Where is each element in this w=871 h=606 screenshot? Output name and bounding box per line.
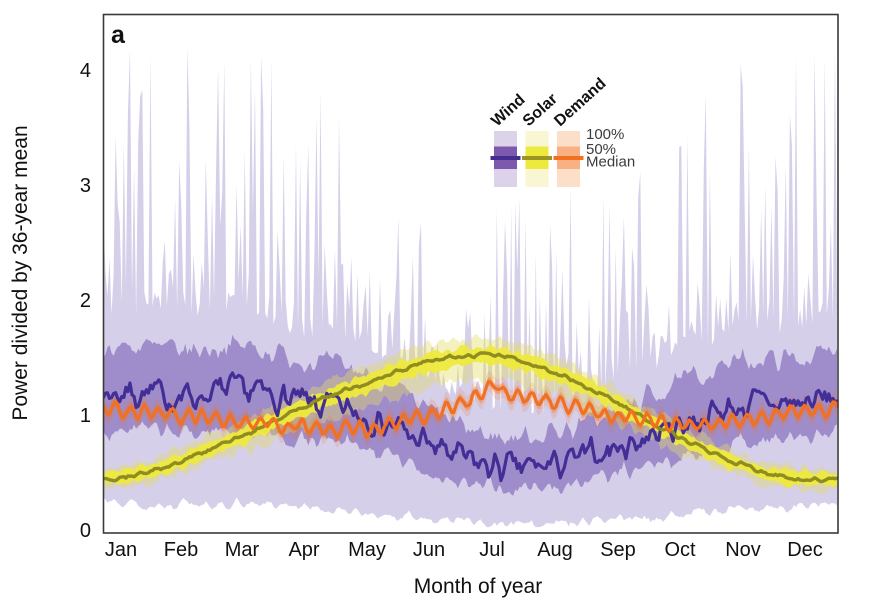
x-tick-label-nov: Nov [725, 539, 761, 561]
y-tick-label-2: 2 [80, 290, 91, 312]
x-tick-label-jan: Jan [105, 539, 137, 561]
y-axis-title: Power divided by 36-year mean [9, 125, 32, 420]
y-tick-label-0: 0 [80, 520, 91, 542]
x-tick-label-feb: Feb [164, 539, 198, 561]
legend-band-label-100: 100% [586, 126, 624, 143]
x-tick-label-jun: Jun [413, 539, 445, 561]
x-tick-label-dec: Dec [787, 539, 823, 561]
y-tick-label-1: 1 [80, 405, 91, 427]
panel-label: a [111, 21, 126, 49]
legend-median-swatch-solar [522, 156, 552, 160]
y-tick-label-4: 4 [80, 60, 91, 82]
plot-border [102, 13, 839, 534]
x-tick-label-jul: Jul [479, 539, 505, 561]
x-tick-label-mar: Mar [225, 539, 260, 561]
y-tick-label-3: 3 [80, 175, 91, 197]
x-axis-title: Month of year [414, 575, 542, 598]
x-tick-label-sep: Sep [600, 539, 636, 561]
wind-50pct-band [103, 334, 837, 496]
x-tick-label-aug: Aug [537, 539, 573, 561]
x-tick-label-oct: Oct [664, 539, 696, 561]
legend-median-swatch-wind [490, 156, 521, 160]
wind-median-line [103, 371, 838, 483]
solar-median-line [103, 351, 838, 484]
legend-band-label-50: 50% [586, 141, 616, 158]
x-tick-label-apr: Apr [288, 539, 319, 561]
legend-median-swatch-demand [553, 156, 584, 160]
x-tick-label-may: May [348, 539, 386, 561]
legend-band-label-median: Median [586, 154, 635, 171]
demand-median-line [103, 379, 838, 439]
plot-area [103, 47, 838, 528]
